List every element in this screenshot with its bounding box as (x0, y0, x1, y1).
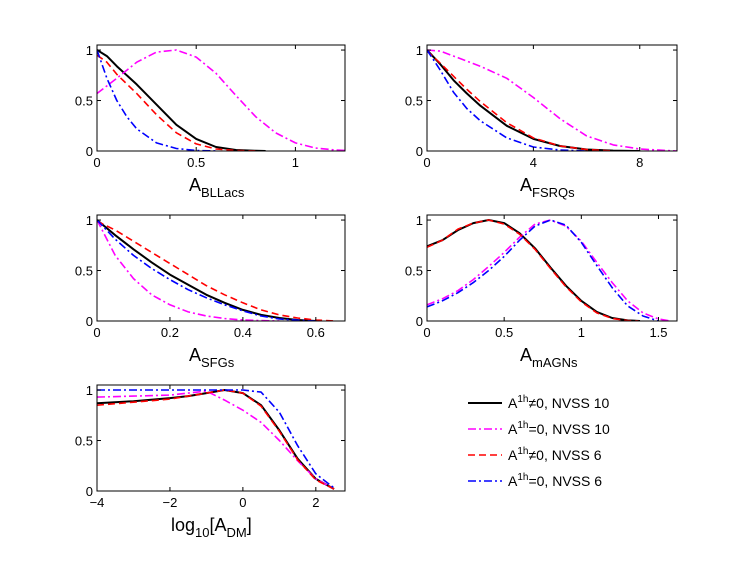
y-tick-label: 1 (86, 383, 93, 398)
series-line (427, 219, 639, 321)
x-tick-label: 1 (578, 325, 585, 340)
series-line (97, 389, 335, 489)
y-tick-label: 1 (416, 43, 423, 58)
legend-entry: A1h=0, NVSS 10 (468, 420, 610, 437)
legend-entry: A1h≠0, NVSS 6 (468, 446, 602, 463)
series-line (97, 49, 217, 151)
series-line (97, 219, 316, 321)
series-line (97, 49, 345, 151)
panel-5: −4 −2 0 2 0 0.5 1 log10[ADM] (75, 383, 346, 540)
series-line (97, 220, 335, 321)
series-line (427, 219, 659, 321)
x-tick-label: −2 (163, 495, 178, 510)
x-tick-label: 0 (93, 325, 100, 340)
x-tick-label: 8 (636, 155, 643, 170)
x-tick-label: −4 (90, 495, 105, 510)
series-line (427, 49, 677, 151)
y-tick-label: 0.5 (75, 264, 93, 279)
axes-box (96, 214, 346, 322)
x-tick-label: 4 (530, 155, 537, 170)
x-axis-title: log10[ADM] (171, 515, 252, 540)
legend-label: A1h=0, NVSS 10 (508, 420, 610, 437)
x-axis-title: ABLLacs (189, 175, 245, 200)
x-tick-label: 0.6 (307, 325, 325, 340)
x-tick-label: 0.5 (187, 155, 205, 170)
y-tick-label: 0 (416, 144, 423, 159)
series-line (427, 219, 671, 321)
series-line (97, 390, 335, 490)
axes-box (96, 44, 346, 152)
y-tick-label: 0.5 (405, 264, 423, 279)
y-tick-label: 1 (86, 213, 93, 228)
series-line (97, 219, 280, 321)
series-line (427, 219, 641, 321)
x-axis-title: AFSRQs (520, 175, 575, 200)
x-tick-label: 0 (239, 495, 246, 510)
series-line (97, 389, 335, 490)
y-tick-label: 0.5 (405, 94, 423, 109)
x-tick-label: 0.5 (495, 325, 513, 340)
legend-label: A1h=0, NVSS 6 (508, 472, 602, 489)
series-line (427, 49, 587, 151)
x-tick-label: 2 (312, 495, 319, 510)
panel-3: 0 0.2 0.4 0.6 0 0.5 1 ASFGs (75, 213, 346, 370)
x-tick-label: 0 (423, 155, 430, 170)
x-axis-title: ASFGs (189, 345, 235, 370)
x-tick-label: 0.4 (234, 325, 252, 340)
legend: A1h≠0, NVSS 10 A1h=0, NVSS 10 A1h≠0, NVSS … (468, 394, 610, 489)
series-line (97, 389, 335, 490)
x-tick-label: 1.5 (649, 325, 667, 340)
legend-entry: A1h≠0, NVSS 10 (468, 394, 610, 411)
legend-label: A1h≠0, NVSS 10 (508, 394, 610, 411)
series-line (427, 49, 640, 151)
panel-2: 0 4 8 0 0.5 1 AFSRQs (405, 43, 678, 200)
y-tick-label: 1 (416, 213, 423, 228)
y-tick-label: 0.5 (75, 94, 93, 109)
y-tick-label: 0 (86, 484, 93, 499)
axes-box (426, 44, 678, 152)
panels: 0 0.5 1 0 0.5 1 ABLLacs 0 4 8 0 0.5 1 AFSRQs 0 0.2 0.4 0.… (75, 43, 678, 540)
panel-1: 0 0.5 1 0 0.5 1 ABLLacs (75, 43, 346, 200)
x-tick-label: 1 (292, 155, 299, 170)
x-tick-label: 0 (423, 325, 430, 340)
y-tick-label: 1 (86, 43, 93, 58)
y-tick-label: 0 (416, 314, 423, 329)
x-tick-label: 0.2 (161, 325, 179, 340)
x-axis-title: AmAGNs (520, 345, 578, 370)
series-line (427, 50, 614, 151)
x-tick-label: 0 (93, 155, 100, 170)
legend-entry: A1h=0, NVSS 6 (468, 472, 602, 489)
legend-label: A1h≠0, NVSS 6 (508, 446, 602, 463)
y-tick-label: 0.5 (75, 434, 93, 449)
y-tick-label: 0 (86, 144, 93, 159)
axes-box (96, 384, 346, 492)
series-line (97, 49, 266, 151)
series-line (97, 219, 316, 321)
y-tick-label: 0 (86, 314, 93, 329)
axes-box (426, 214, 678, 322)
